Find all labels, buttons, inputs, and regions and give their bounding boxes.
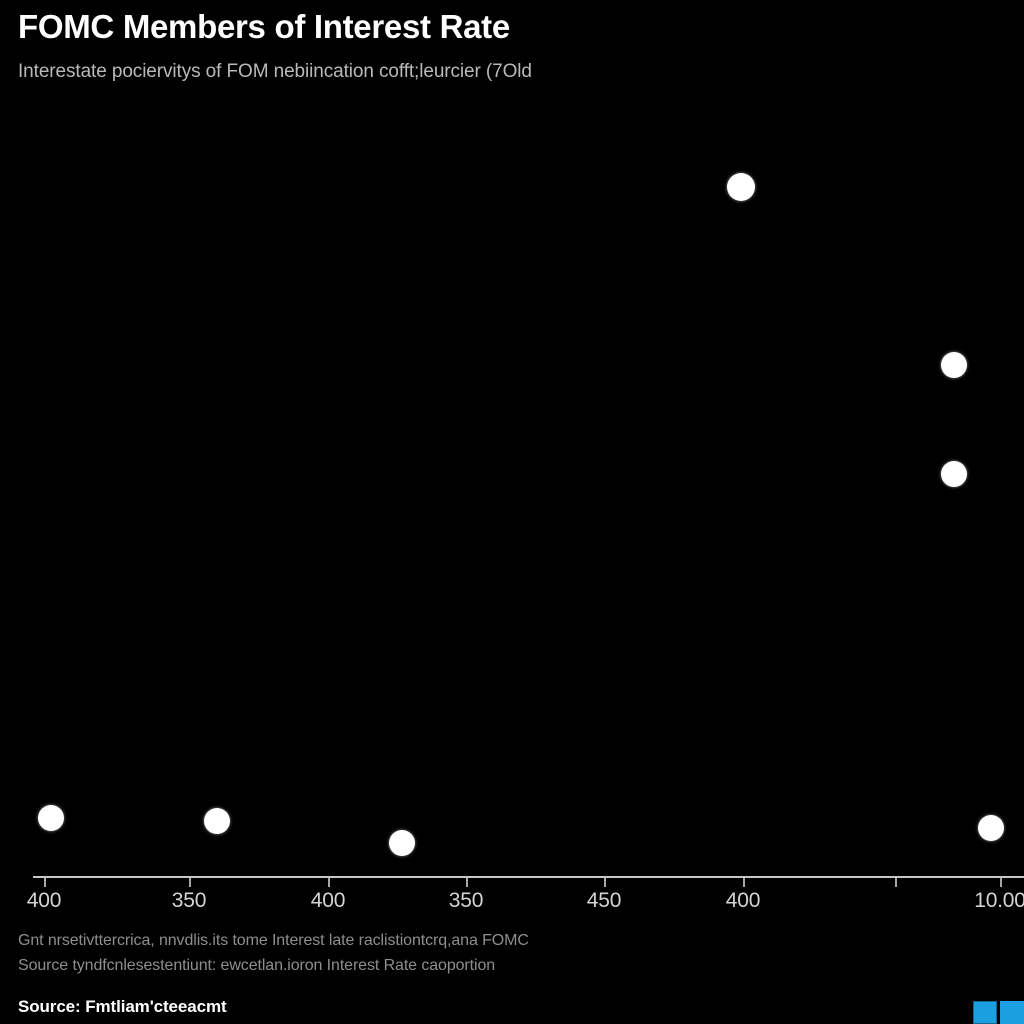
x-axis-tick-label: 400 <box>310 889 346 912</box>
brand-logo <box>973 1001 1024 1024</box>
data-point <box>727 173 755 201</box>
data-point <box>38 805 64 831</box>
data-point <box>941 352 967 378</box>
page-title: FOMC Members of Interest Rate <box>18 8 510 45</box>
x-axis-tick <box>1000 878 1002 887</box>
footnote-line-2: Source tyndfcnlesestentiunt: ewcetlan.io… <box>18 957 496 974</box>
chart-footnotes: Gnt nrsetivttercrica, nnvdlis.its tome I… <box>18 928 1008 978</box>
x-axis-tick-label: 10.00 <box>974 889 1024 912</box>
x-axis-tick-label: 450 <box>586 889 622 912</box>
x-axis-line <box>33 876 1024 878</box>
data-point <box>204 808 230 834</box>
brand-square-icon-2 <box>1000 1001 1024 1024</box>
x-axis-tick <box>189 878 191 887</box>
x-axis-tick <box>743 878 745 887</box>
x-axis-tick <box>466 878 468 887</box>
data-point <box>389 830 415 856</box>
footnote-line-1: Gnt nrsetivttercrica, nnvdlis.its tome I… <box>18 932 529 949</box>
source-bar: Source: Fmtliam'cteeacmt <box>0 990 1024 1024</box>
x-axis-tick <box>895 878 897 887</box>
data-point <box>941 461 967 487</box>
source-label: Source: Fmtliam'cteeacmt <box>18 997 227 1016</box>
brand-square-icon-1 <box>973 1001 997 1024</box>
x-axis: 400 350 400 350 450 400 10.00 <box>0 876 1024 922</box>
x-axis-tick-label: 350 <box>448 889 484 912</box>
chart-subtitle: Interestate pociervitys of FOM nebiincat… <box>18 61 532 82</box>
x-axis-tick-label: 350 <box>171 889 207 912</box>
x-axis-tick <box>44 878 46 887</box>
x-axis-tick-label: 400 <box>26 889 62 912</box>
scatter-plot-area <box>0 110 1024 878</box>
data-point <box>978 815 1004 841</box>
x-axis-tick-label: 400 <box>725 889 761 912</box>
x-axis-tick <box>604 878 606 887</box>
x-axis-tick <box>328 878 330 887</box>
